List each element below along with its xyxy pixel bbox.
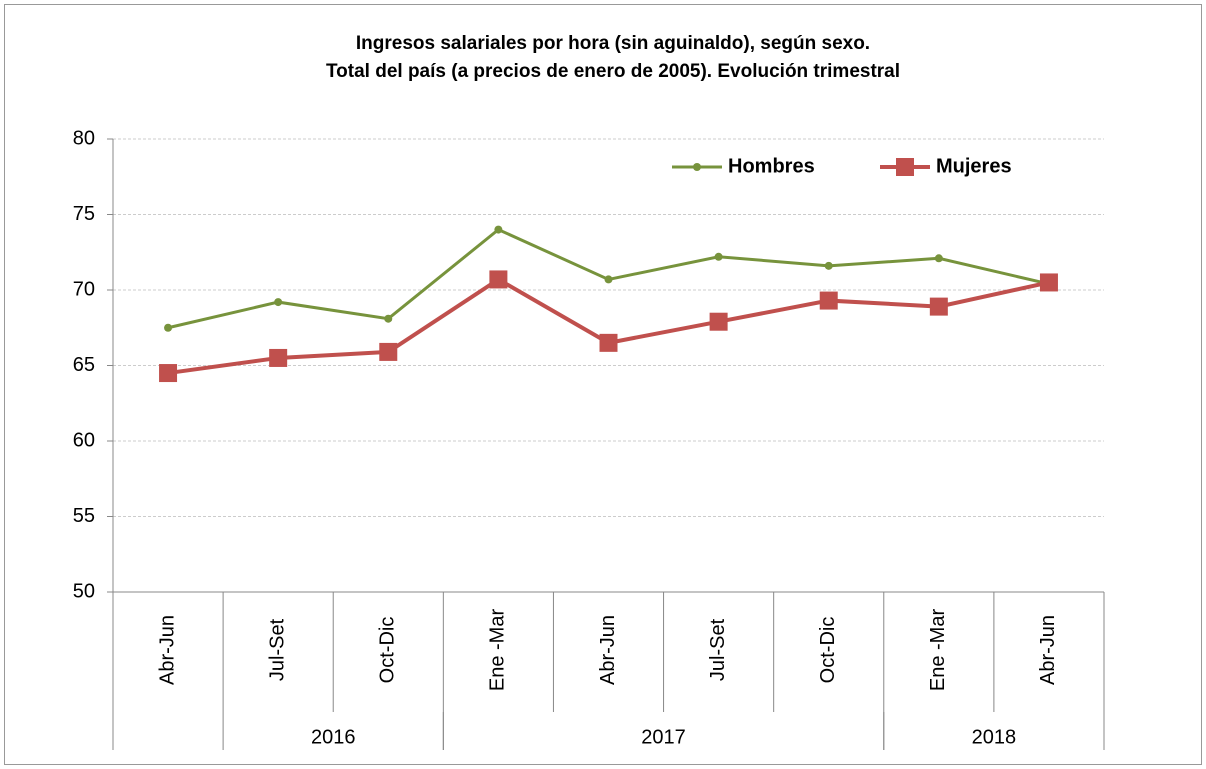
marker [714,252,723,261]
marker [604,275,613,284]
year-label: 2017 [641,726,686,748]
chart-title: Ingresos salariales por hora (sin aguina… [356,33,870,54]
chart-border [4,4,1202,765]
legend-label: Mujeres [936,155,1012,177]
marker [489,270,508,289]
marker [599,333,618,352]
marker [494,225,503,234]
marker [709,312,728,331]
marker [819,291,838,310]
marker [274,298,283,307]
year-label: 2016 [311,726,356,748]
marker [929,297,948,316]
marker [159,364,178,383]
y-tick-label: 50 [73,580,95,602]
y-tick-label: 80 [73,127,95,149]
y-tick-label: 70 [73,278,95,300]
marker [269,348,288,367]
marker [379,342,398,361]
y-tick-label: 75 [73,203,95,225]
legend-label: Hombres [728,155,815,177]
marker [1039,273,1058,292]
marker [384,314,393,323]
y-tick-label: 60 [73,429,95,451]
x-tick-label: Jul-Set [266,618,288,681]
x-tick-label: Ene -Mar [927,609,949,692]
x-tick-label: Abr-Jun [597,615,619,685]
x-tick-label: Oct-Dic [377,617,399,684]
x-tick-label: Oct-Dic [817,617,839,684]
legend-marker [693,163,701,171]
x-tick-label: Abr-Jun [156,615,178,685]
x-tick-label: Abr-Jun [1037,615,1059,685]
y-tick-label: 55 [73,505,95,527]
x-tick-label: Ene -Mar [487,609,509,692]
marker [824,261,833,270]
marker [164,323,173,332]
x-tick-label: Jul-Set [707,618,729,681]
legend-marker [896,158,914,176]
y-tick-label: 65 [73,354,95,376]
year-label: 2018 [972,726,1017,748]
marker [934,254,943,263]
chart-title: Total del país (a precios de enero de 20… [326,61,900,82]
